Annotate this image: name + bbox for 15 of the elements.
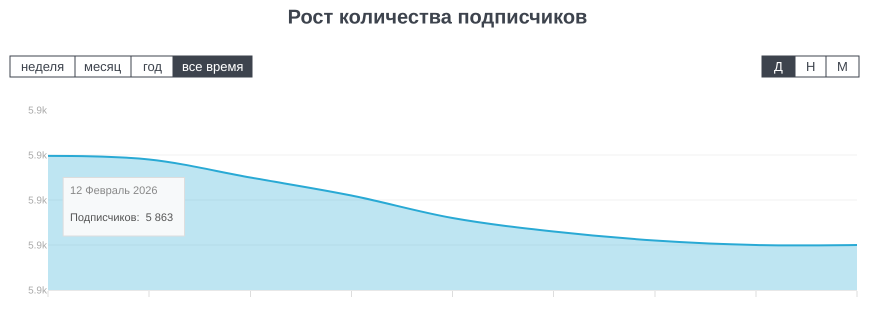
y-tick-label: 5.9k bbox=[28, 196, 48, 206]
text: все время bbox=[182, 59, 244, 74]
text: год bbox=[143, 59, 162, 74]
annotation: Подписчиков: 5 863 bbox=[70, 212, 174, 224]
chart-title: Рост количества подписчиков bbox=[288, 6, 588, 29]
y-tick-label: 5.9k bbox=[28, 150, 48, 162]
annotation: 12 Февраль 2026 bbox=[70, 185, 158, 197]
text: месяц bbox=[84, 59, 122, 74]
text: Н bbox=[806, 59, 816, 74]
text: неделя bbox=[21, 59, 64, 74]
text: Д bbox=[774, 59, 783, 74]
text: М bbox=[837, 59, 848, 74]
y-tick-label: 5.9k bbox=[28, 240, 48, 252]
y-tick-label: 5.9k bbox=[28, 106, 48, 116]
y-tick-label: 5.9k bbox=[28, 286, 48, 296]
